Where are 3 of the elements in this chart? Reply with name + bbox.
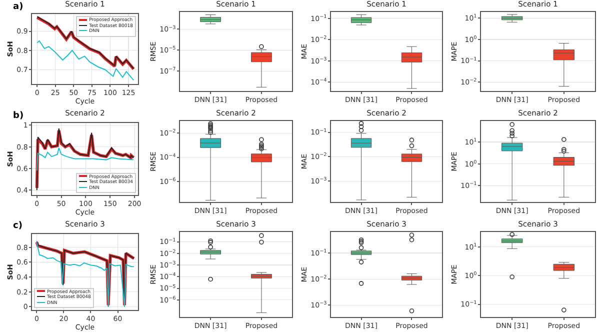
text: b): [13, 111, 24, 121]
text: a): [13, 2, 24, 12]
text: c): [13, 221, 22, 231]
